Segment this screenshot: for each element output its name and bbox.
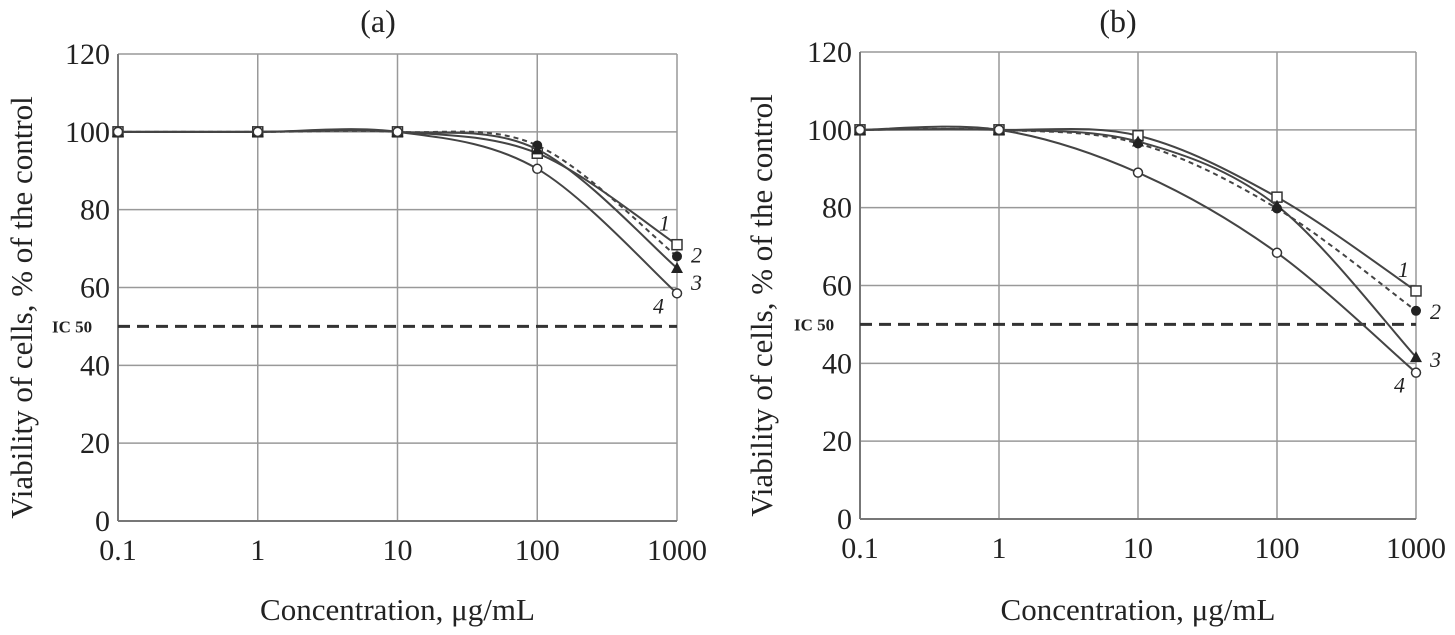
series-label: 2 — [1430, 299, 1441, 324]
x-tick-label: 1000 — [647, 534, 707, 567]
y-tick-label: 100 — [65, 116, 110, 149]
panel-title: (b) — [1099, 3, 1136, 39]
y-tick-label: 60 — [80, 272, 110, 305]
panel-title: (a) — [360, 3, 396, 39]
data-point-open-circle — [993, 124, 1005, 136]
x-tick-label: 0.1 — [99, 534, 137, 567]
x-tick-label: 10 — [1123, 532, 1153, 565]
panel-a: 0 20 40 60 80 100 120 0.1 1 10 100 1000 (a) Concentra… — [4, 3, 707, 627]
panel-b: 0 20 40 60 80 100 120 0.1 1 10 100 1000 (b) Concentra… — [744, 3, 1446, 627]
y-tick-label: 40 — [80, 349, 110, 382]
y-tick-label: 120 — [807, 36, 852, 69]
y-tick-label: 40 — [822, 347, 852, 380]
data-point-open-circle — [1271, 247, 1283, 259]
data-point-square — [1410, 285, 1422, 297]
x-tick-label: 100 — [1255, 532, 1300, 565]
x-tick-label: 100 — [515, 534, 560, 567]
data-point-triangle — [1410, 351, 1422, 363]
data-point-open-circle — [1132, 167, 1144, 178]
ic50-label: IC 50 — [794, 315, 834, 334]
data-point-square — [671, 238, 683, 251]
data-point-open-circle — [532, 163, 543, 175]
data-point-triangle — [1271, 199, 1283, 211]
series-label: 4 — [1394, 373, 1405, 398]
series-line-4 — [117, 128, 678, 295]
y-tick-label: 20 — [80, 427, 110, 460]
x-tick-label: 1 — [992, 532, 1007, 565]
ic50-label: IC 50 — [52, 317, 92, 336]
y-axis-label: Viability of cells, % of the control — [4, 96, 39, 519]
series-label: 3 — [1429, 347, 1441, 372]
data-point-open-circle — [392, 126, 403, 138]
y-tick-label: 80 — [822, 192, 852, 225]
x-tick-label: 0.1 — [841, 532, 879, 565]
x-tick-label: 1 — [250, 534, 265, 567]
x-axis-label: Concentration, μg/mL — [1001, 592, 1276, 627]
y-tick-label: 100 — [807, 114, 852, 147]
x-tick-label: 10 — [383, 534, 413, 567]
x-axis-label: Concentration, μg/mL — [260, 592, 535, 627]
series-label: 2 — [691, 242, 702, 267]
data-point-open-circle — [252, 126, 263, 138]
y-tick-label: 0 — [837, 503, 852, 536]
series-label: 1 — [659, 211, 670, 236]
series-label: 4 — [653, 293, 664, 318]
y-tick-label: 60 — [822, 270, 852, 303]
series-label: 1 — [1398, 257, 1409, 282]
data-point-open-circle — [671, 288, 683, 299]
y-tick-label: 80 — [80, 194, 110, 227]
data-point-filled-circle — [672, 251, 682, 262]
y-tick-label: 0 — [95, 505, 110, 538]
series-line-3 — [859, 127, 1417, 358]
data-point-triangle — [1132, 135, 1144, 147]
data-point-triangle — [531, 143, 544, 155]
y-tick-label: 120 — [65, 38, 110, 71]
data-point-triangle — [671, 262, 683, 274]
y-axis-label: Viability of cells, % of the control — [744, 94, 779, 517]
series-label: 3 — [690, 270, 702, 295]
y-tick-label: 20 — [822, 425, 852, 458]
data-point-open-circle — [112, 126, 124, 138]
data-point-filled-circle — [1411, 305, 1421, 316]
data-point-open-circle — [1410, 367, 1422, 378]
data-point-open-circle — [854, 124, 866, 136]
x-tick-label: 1000 — [1386, 532, 1446, 565]
